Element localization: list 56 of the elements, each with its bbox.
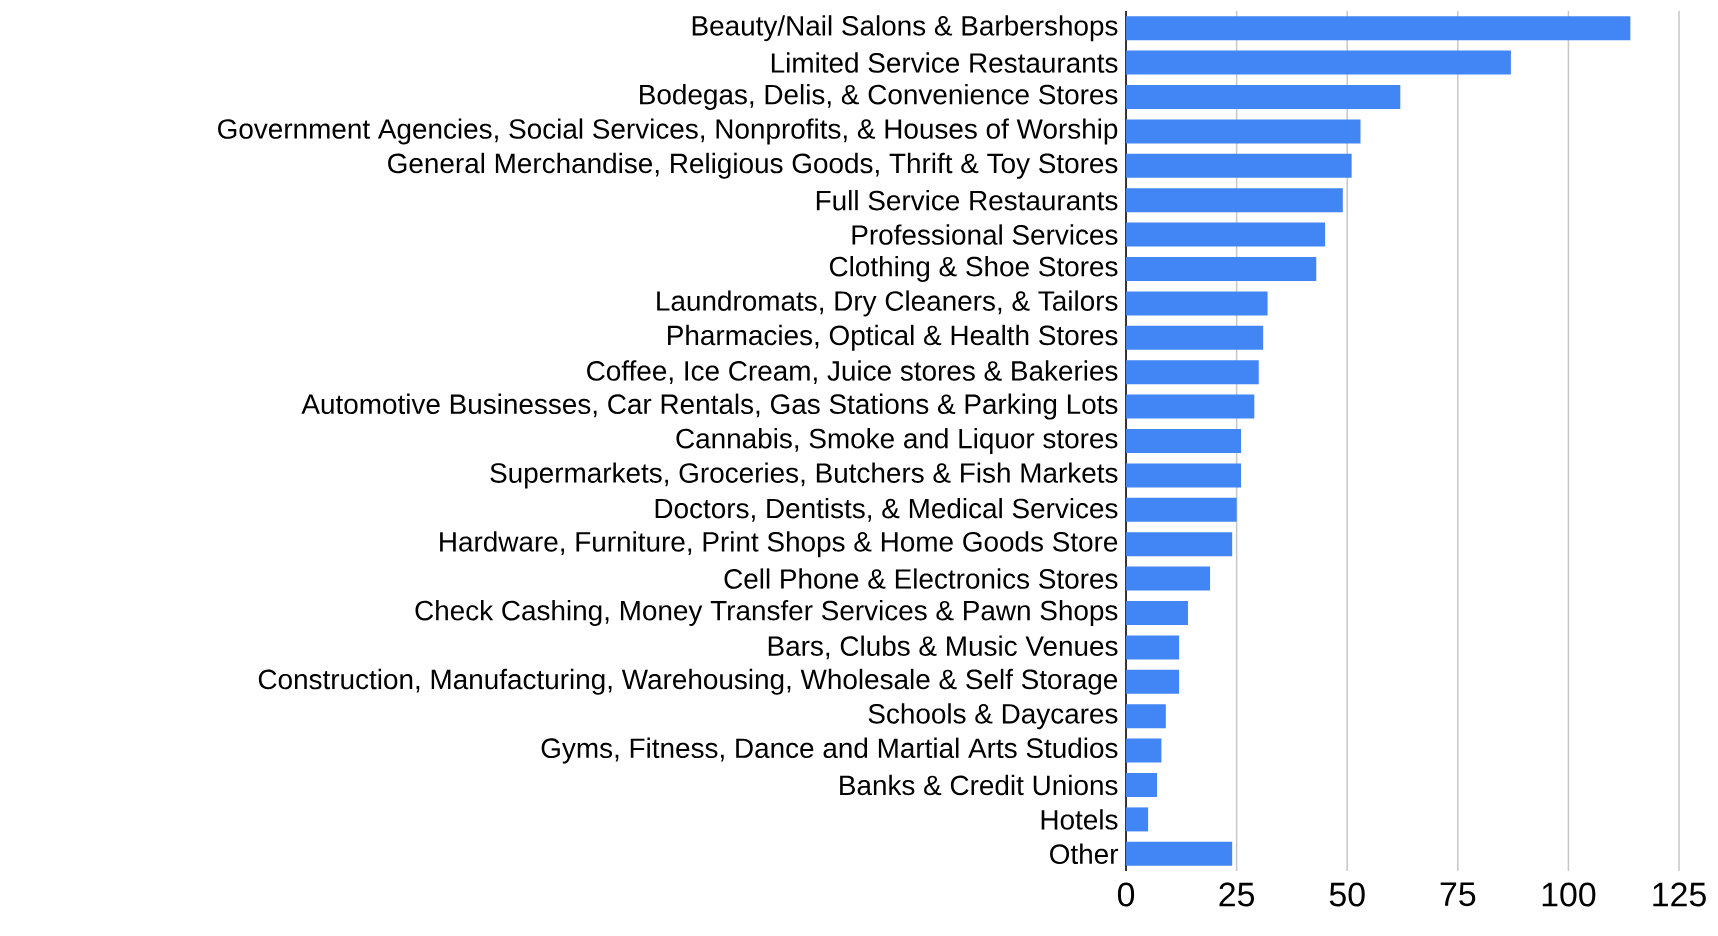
bar: [1126, 532, 1233, 557]
bar: [1126, 188, 1343, 213]
y-tick-label: Clothing & Shoe Stores: [829, 256, 1118, 282]
bar: [1126, 153, 1352, 178]
x-tick-label: 100: [1542, 882, 1596, 907]
y-tick-label: Beauty/Nail Salons & Barbershops: [692, 15, 1118, 42]
y-tick-label: Automotive Businesses, Car Rentals, Gas Stations & Parking Lots: [301, 393, 1118, 420]
bar: [1126, 119, 1361, 144]
x-tick-label: 125: [1653, 882, 1706, 907]
y-tick-label: Limited Service Restaurants: [771, 52, 1118, 73]
y-tick-label: Coffee, Ice Cream, Juice stores & Bakeries: [587, 360, 1118, 385]
bar: [1126, 807, 1149, 832]
bar: [1126, 669, 1180, 694]
bar: [1126, 429, 1242, 453]
bar: [1126, 841, 1233, 866]
bar: [1126, 16, 1631, 41]
bar: [1126, 738, 1162, 763]
bar: [1126, 773, 1157, 798]
bar: [1126, 325, 1264, 350]
y-tick-label: Bars, Clubs & Music Venues: [768, 635, 1118, 660]
y-tick-label: Doctors, Dentists, & Medical Services: [655, 497, 1118, 522]
bar: [1126, 601, 1188, 626]
x-tick-label: 25: [1219, 882, 1255, 907]
y-tick-label: Gyms, Fitness, Dance and Martial Arts Studios: [541, 737, 1118, 764]
bar: [1126, 84, 1401, 109]
bar: [1126, 497, 1237, 522]
bar: [1126, 360, 1259, 385]
y-tick-label: Pharmacies, Optical & Health Stores: [668, 324, 1118, 351]
y-tick-label: Construction, Manufacturing, Warehousing, Wholesale & Self Storage: [258, 668, 1118, 695]
y-tick-label: Hotels: [1041, 809, 1118, 830]
bar: [1126, 222, 1326, 247]
y-tick-label: Other: [1050, 843, 1119, 865]
x-tick-label: 50: [1329, 882, 1365, 907]
bar: [1126, 291, 1268, 316]
y-tick-label: Cell Phone & Electronics Stores: [724, 568, 1118, 589]
x-tick-label: 0: [1117, 882, 1135, 907]
y-tick-label: Hardware, Furniture, Print Shops & Home Goods Store: [440, 531, 1118, 558]
x-tick-label: 75: [1440, 882, 1476, 907]
y-tick-label: General Merchandise, Religious Goods, Thrift & Toy Stores: [388, 152, 1118, 179]
bar: [1126, 256, 1317, 281]
y-tick-label: Check Cashing, Money Transfer Services & Pawn Shops: [415, 600, 1118, 626]
y-tick-label: Schools & Daycares: [868, 703, 1118, 730]
bar: [1126, 394, 1255, 419]
bar: [1126, 463, 1242, 488]
y-tick-label: Full Service Restaurants: [816, 189, 1118, 211]
y-tick-label: Banks & Credit Unions: [840, 774, 1118, 796]
y-tick-label: Bodegas, Delis, & Convenience Stores: [640, 84, 1118, 110]
y-tick-label: Laundromats, Dry Cleaners, & Tailors: [657, 290, 1118, 317]
bar: [1126, 566, 1211, 591]
bar: [1126, 635, 1180, 660]
bar: [1126, 704, 1166, 729]
y-tick-label: Supermarkets, Groceries, Butchers & Fish Markets: [490, 462, 1118, 489]
y-tick-label: Government Agencies, Social Services, Nonprofits, & Houses of Worship: [218, 118, 1118, 145]
y-tick-label: Cannabis, Smoke and Liquor stores: [676, 428, 1118, 454]
bar: [1126, 50, 1511, 75]
y-tick-label: Professional Services: [852, 224, 1118, 245]
